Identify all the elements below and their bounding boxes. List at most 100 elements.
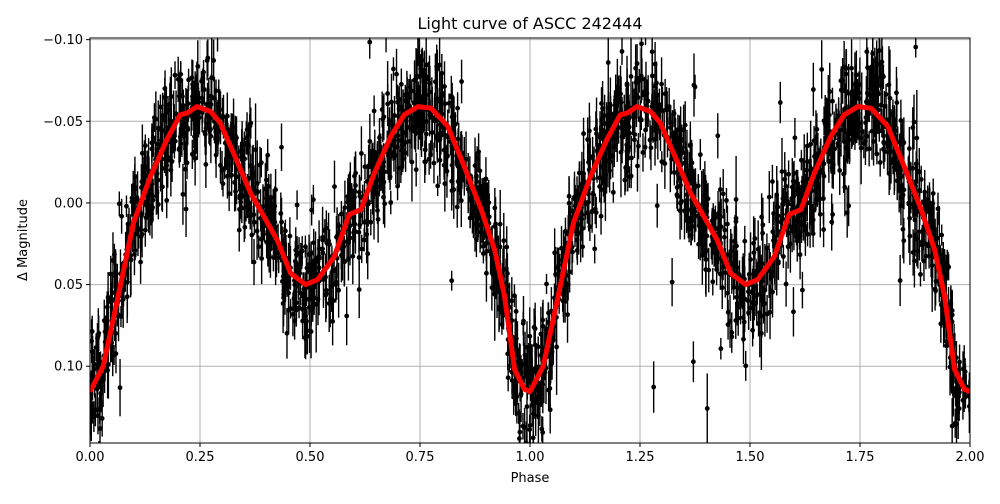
point-marker [779, 220, 784, 225]
point-marker [295, 203, 300, 208]
data-point [620, 38, 625, 65]
point-marker [252, 220, 257, 225]
point-marker [653, 62, 658, 67]
point-marker [770, 179, 775, 184]
point-marker [327, 301, 332, 306]
point-marker [501, 238, 506, 243]
point-marker [592, 246, 597, 251]
data-point [414, 153, 419, 187]
point-marker [683, 123, 688, 128]
point-marker [864, 49, 869, 54]
point-marker [215, 26, 220, 31]
point-marker [184, 207, 189, 212]
point-marker [521, 319, 526, 324]
point-marker [754, 293, 759, 298]
point-marker [629, 74, 634, 79]
point-marker [812, 207, 817, 212]
point-marker [359, 247, 364, 252]
point-marker [153, 117, 158, 122]
data-point [383, 0, 388, 36]
point-marker [748, 257, 753, 262]
point-marker [367, 139, 372, 144]
point-marker [200, 100, 205, 105]
data-point [544, 274, 549, 294]
point-marker [881, 74, 886, 79]
point-marker [718, 346, 723, 351]
point-marker [963, 369, 968, 374]
point-marker [456, 137, 461, 142]
data-point [811, 63, 816, 116]
point-marker [563, 229, 568, 234]
point-marker [895, 178, 900, 183]
point-marker [599, 101, 604, 106]
point-marker [143, 228, 148, 233]
point-marker [649, 104, 654, 109]
point-marker [332, 184, 337, 189]
point-marker [278, 211, 283, 216]
data-point [767, 171, 772, 223]
point-marker [172, 17, 177, 22]
point-marker [878, 160, 883, 165]
data-point [215, 6, 220, 52]
point-marker [719, 224, 724, 229]
point-marker [372, 108, 377, 113]
point-marker [792, 135, 797, 140]
point-marker [791, 309, 796, 314]
point-marker [776, 261, 781, 266]
point-marker [620, 49, 625, 54]
point-marker [249, 233, 254, 238]
point-marker [336, 288, 341, 293]
data-point [901, 218, 906, 263]
point-marker [795, 238, 800, 243]
point-marker [455, 205, 460, 210]
data-point [715, 113, 720, 158]
point-marker [119, 214, 124, 219]
point-marker [674, 192, 679, 197]
point-marker [282, 241, 287, 246]
point-marker [414, 167, 419, 172]
point-marker [309, 251, 314, 256]
point-marker [875, 152, 880, 157]
point-marker [565, 312, 570, 317]
point-marker [139, 179, 144, 184]
point-marker [233, 189, 238, 194]
point-marker [706, 268, 711, 273]
point-marker [449, 278, 454, 283]
data-point [367, 26, 372, 59]
point-marker [238, 193, 243, 198]
point-marker [767, 195, 772, 200]
point-marker [237, 228, 242, 233]
point-marker [442, 181, 447, 186]
point-marker [898, 118, 903, 123]
point-marker [493, 221, 498, 226]
point-marker [259, 256, 264, 261]
point-marker [801, 179, 806, 184]
point-marker [410, 160, 415, 165]
point-marker [357, 255, 362, 260]
point-marker [143, 143, 148, 148]
point-marker [307, 305, 312, 310]
data-point [295, 190, 300, 219]
point-marker [629, 174, 634, 179]
point-marker [724, 198, 729, 203]
point-marker [953, 393, 958, 398]
point-marker [783, 184, 788, 189]
data-point [792, 118, 797, 158]
point-marker [229, 173, 234, 178]
point-marker [918, 272, 923, 277]
point-marker [650, 49, 655, 54]
point-marker [108, 272, 113, 277]
point-marker [399, 82, 404, 87]
point-marker [837, 168, 842, 173]
point-marker [863, 139, 868, 144]
point-marker [843, 145, 848, 150]
data-point [459, 60, 464, 104]
point-marker [118, 385, 123, 390]
point-marker [768, 310, 773, 315]
point-marker [95, 386, 100, 391]
point-marker [691, 359, 696, 364]
point-marker [394, 72, 399, 77]
point-marker [525, 404, 530, 409]
point-marker [636, 144, 641, 149]
data-point [118, 359, 123, 416]
